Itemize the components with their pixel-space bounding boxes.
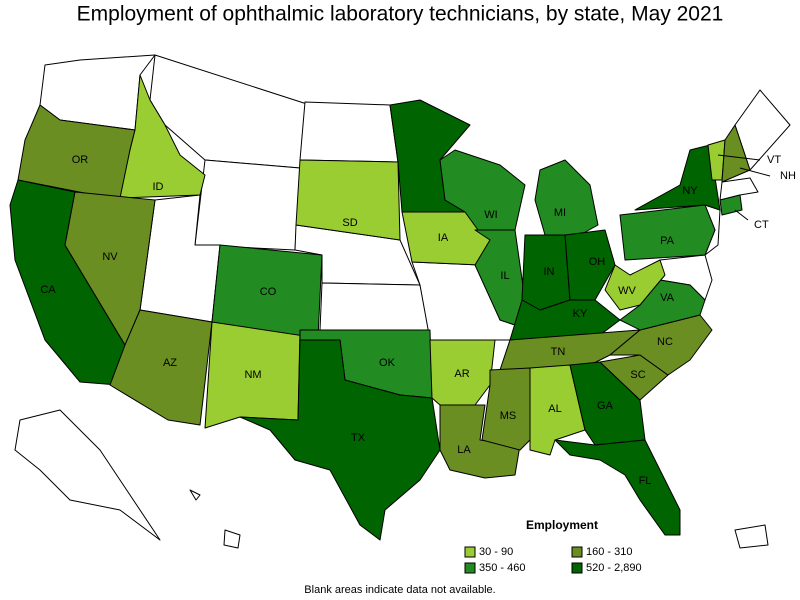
state [554, 439, 681, 536]
leader-line [739, 167, 771, 177]
states: ORIDCANVAZNMCOSDOKTXMNIAWIMIILINOHKYTNAR… [9, 74, 796, 541]
blank-states [14, 54, 791, 549]
state [189, 489, 201, 501]
state-label: AR [454, 368, 469, 380]
legend-label: 350 - 460 [479, 562, 525, 574]
state-label: OR [72, 154, 89, 166]
state-label: NC [657, 336, 673, 348]
state [319, 282, 431, 331]
state-label: CT [754, 219, 769, 231]
state-label: MS [500, 410, 517, 422]
state-label: KY [573, 308, 588, 320]
state [604, 259, 666, 311]
state [734, 524, 769, 549]
legend-title: Employment [526, 518, 598, 532]
state [223, 529, 241, 549]
map-title: Employment of ophthalmic laboratory tech… [77, 3, 724, 26]
state [721, 124, 751, 183]
state-label: VT [767, 154, 781, 166]
state [634, 144, 721, 211]
legend-label: 30 - 90 [479, 546, 513, 558]
state-label: VA [660, 292, 675, 304]
state-label: ID [153, 181, 164, 193]
state-label: TX [351, 432, 366, 444]
state [474, 229, 526, 326]
state-label: GA [597, 400, 614, 412]
state [119, 74, 206, 199]
state-label: OK [379, 357, 396, 369]
legend-swatch [571, 546, 583, 558]
state [14, 409, 161, 541]
state [194, 159, 301, 251]
state-label: NY [682, 185, 698, 197]
state [239, 339, 441, 541]
state [719, 194, 743, 216]
leader-line [734, 209, 749, 221]
legend-label: 160 - 310 [586, 546, 632, 558]
state-label: WI [484, 209, 497, 221]
state [499, 329, 641, 371]
legend: 30 - 90 160 - 310 350 - 460 520 - 2,890 [464, 546, 642, 574]
state-label: AZ [163, 357, 177, 369]
state [719, 177, 759, 201]
state-label: IA [438, 232, 449, 244]
state-label: LA [457, 444, 471, 456]
state-label: NM [244, 369, 261, 381]
legend-swatch [464, 546, 476, 558]
state-label: OH [589, 256, 606, 268]
state-label: AL [548, 403, 561, 415]
state [299, 101, 399, 163]
legend-label: 520 - 2,890 [586, 562, 642, 574]
leader-line [717, 154, 761, 161]
legend-swatch [571, 562, 583, 574]
leader-lines [717, 154, 771, 221]
state-label: CA [40, 284, 56, 296]
state-label: SC [630, 369, 645, 381]
state [534, 159, 599, 236]
state [564, 229, 616, 301]
state-label: NH [780, 170, 796, 182]
state-label: MI [554, 207, 566, 219]
state-label: PA [660, 235, 675, 247]
state [439, 404, 521, 479]
state-label: FL [639, 475, 652, 487]
state-label: IN [544, 266, 555, 278]
state-label: WV [618, 285, 636, 297]
legend-swatch [464, 562, 476, 574]
state-label: IL [500, 270, 509, 282]
state-label: TN [551, 346, 566, 358]
state-label: NV [102, 251, 118, 263]
state-label: CO [260, 286, 277, 298]
state-label: SD [342, 217, 357, 229]
state [619, 204, 716, 261]
state [295, 159, 401, 241]
footnote: Blank areas indicate data not available. [304, 584, 495, 596]
